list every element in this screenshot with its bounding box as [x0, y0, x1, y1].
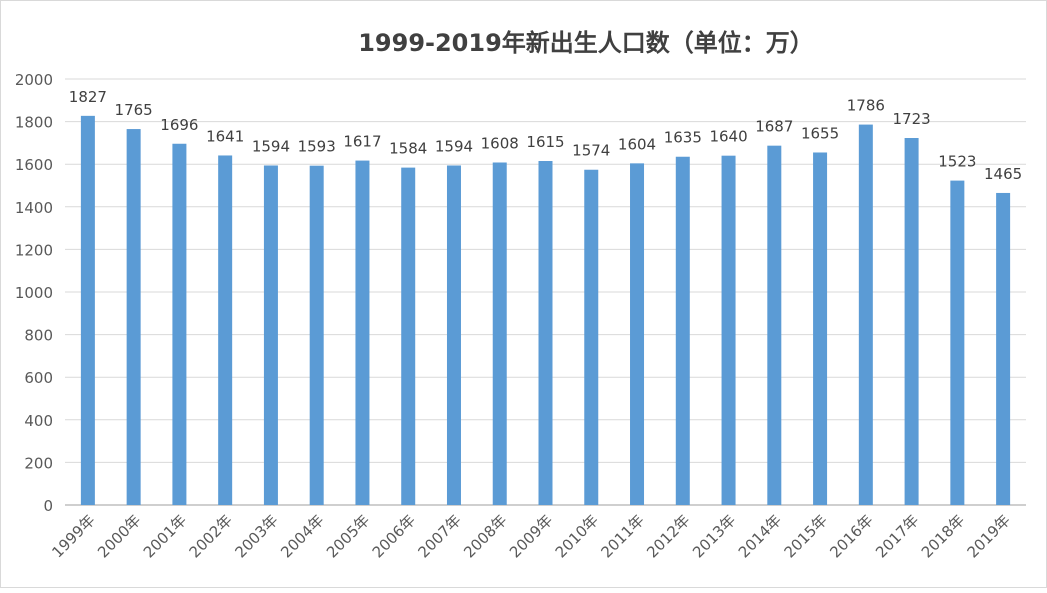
- data-label: 1641: [206, 127, 244, 145]
- y-tick-label: 0: [43, 497, 53, 515]
- x-tick-label: 2000年: [94, 511, 144, 561]
- data-label: 1594: [252, 137, 290, 155]
- x-tick-label: 2005年: [323, 511, 373, 561]
- bar: [858, 124, 873, 505]
- bar: [218, 155, 233, 506]
- y-tick-label: 400: [24, 412, 53, 430]
- bar: [355, 160, 370, 506]
- x-tick-label: 2001年: [140, 511, 190, 561]
- x-tick-label: 2003年: [231, 511, 281, 561]
- x-tick-label: 2004年: [277, 511, 327, 561]
- data-label: 1594: [435, 137, 473, 155]
- data-label: 1608: [481, 134, 519, 152]
- x-tick-label: 2002年: [186, 511, 236, 561]
- x-tick-label: 2012年: [643, 511, 693, 561]
- bar: [584, 169, 599, 505]
- data-label: 1723: [893, 110, 931, 128]
- data-label: 1640: [709, 128, 747, 146]
- y-tick-label: 1000: [15, 284, 53, 302]
- x-tick-label: 2016年: [826, 511, 876, 561]
- bar: [538, 161, 553, 505]
- x-tick-label: 2011年: [598, 511, 648, 561]
- bar: [996, 192, 1011, 505]
- bar: [126, 129, 141, 505]
- data-label: 1655: [801, 124, 839, 142]
- data-label: 1786: [847, 97, 885, 115]
- bar: [767, 145, 782, 505]
- y-tick-label: 600: [24, 369, 53, 387]
- data-label: 1604: [618, 135, 656, 153]
- bars: [80, 115, 1011, 506]
- x-tick-label: 2014年: [735, 511, 785, 561]
- data-label: 1687: [755, 118, 793, 136]
- y-tick-label: 1400: [15, 199, 53, 217]
- bar: [401, 167, 416, 505]
- bar: [172, 143, 187, 505]
- bar: [904, 138, 919, 505]
- chart-title: 1999-2019年新出生人口数（单位：万）: [358, 29, 814, 57]
- y-tick-label: 1200: [15, 241, 53, 259]
- bar: [675, 156, 690, 505]
- data-label: 1827: [69, 88, 107, 106]
- data-label: 1584: [389, 140, 427, 158]
- data-label: 1574: [572, 142, 610, 160]
- bar: [446, 165, 461, 505]
- bar: [80, 115, 95, 505]
- x-tick-label: 2015年: [781, 511, 831, 561]
- y-tick-label: 1600: [15, 156, 53, 174]
- x-tick-label: 2007年: [414, 511, 464, 561]
- bar: [309, 165, 324, 506]
- data-label: 1765: [115, 101, 153, 119]
- data-label: 1523: [938, 153, 976, 171]
- bar: [263, 165, 278, 505]
- bar: [950, 180, 965, 505]
- data-label: 1696: [160, 116, 198, 134]
- bar: [721, 155, 736, 505]
- y-tick-label: 200: [24, 454, 53, 472]
- bar: [492, 162, 507, 505]
- x-tick-label: 1999年: [48, 511, 98, 561]
- y-axis-labels: 0 200 400 600 800 1000 1200 1400 1600 1800 2000: [15, 71, 53, 515]
- data-label: 1465: [984, 165, 1022, 183]
- bar: [813, 152, 828, 506]
- x-tick-label: 2018年: [918, 511, 968, 561]
- x-tick-label: 2009年: [506, 511, 556, 561]
- x-tick-label: 2010年: [552, 511, 602, 561]
- x-axis-labels: 1999年2000年2001年2002年2003年2004年2005年2006年…: [48, 511, 1014, 561]
- y-tick-label: 800: [24, 327, 53, 345]
- data-labels: 1827 1765 1696 1641 1594 1593 1617 1584 1594 1608…: [69, 88, 1022, 183]
- data-label: 1635: [664, 129, 702, 147]
- x-tick-label: 2017年: [872, 511, 922, 561]
- x-tick-label: 2019年: [964, 511, 1014, 561]
- data-label: 1617: [343, 133, 381, 151]
- x-tick-label: 2008年: [460, 511, 510, 561]
- x-tick-label: 2013年: [689, 511, 739, 561]
- bar: [630, 163, 645, 505]
- y-tick-label: 1800: [15, 114, 53, 132]
- x-tick-label: 2006年: [369, 511, 419, 561]
- y-tick-label: 2000: [15, 71, 53, 89]
- data-label: 1615: [526, 133, 564, 151]
- data-label: 1593: [298, 138, 336, 156]
